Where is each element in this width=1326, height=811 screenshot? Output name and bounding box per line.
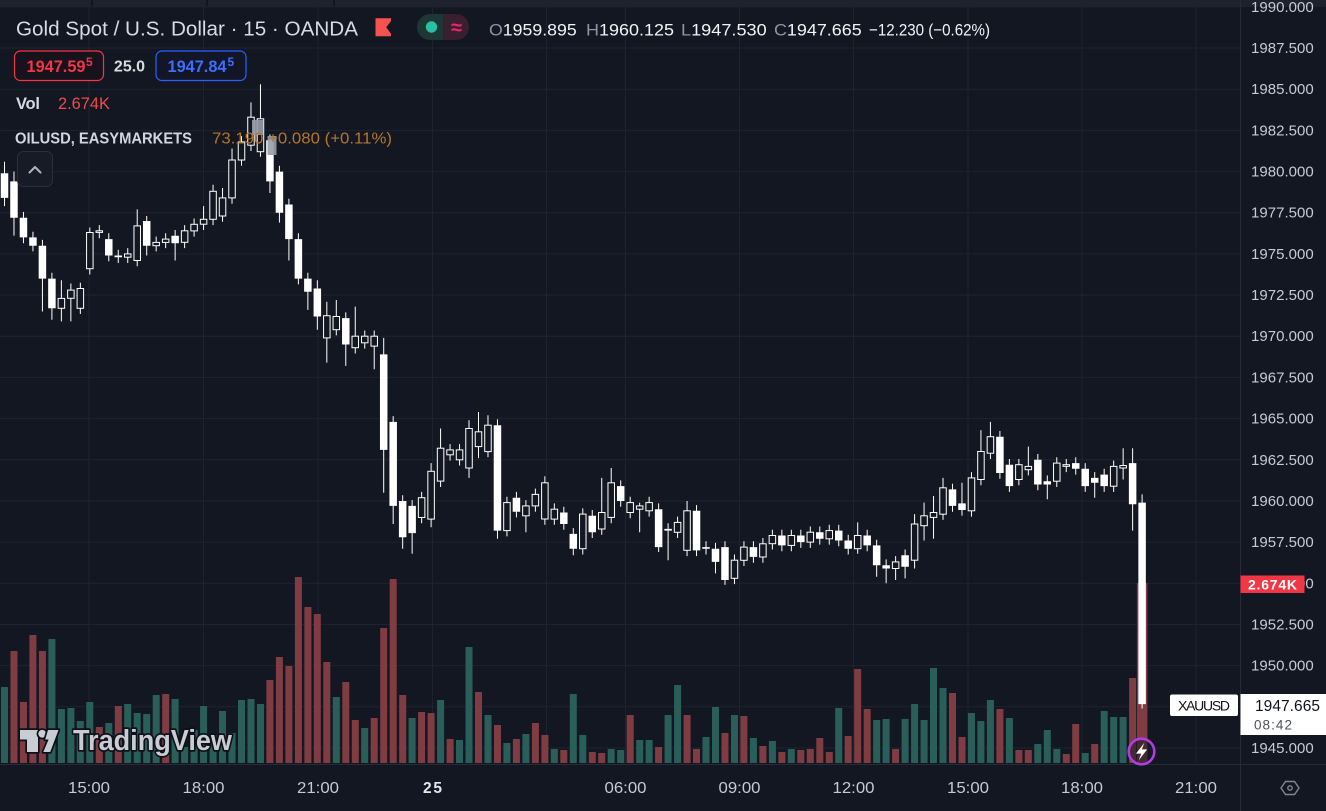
svg-text:1987.500: 1987.500 — [1251, 40, 1314, 57]
svg-text:18:00: 18:00 — [1061, 780, 1103, 797]
svg-text:73.190 +0.080 (+0.11%): 73.190 +0.080 (+0.11%) — [212, 131, 392, 148]
svg-text:L1947.530: L1947.530 — [681, 21, 767, 40]
svg-text:Vol: Vol — [16, 95, 40, 113]
svg-text:1947.665: 1947.665 — [1255, 698, 1320, 715]
svg-text:12:00: 12:00 — [833, 780, 875, 797]
svg-text:09:00: 09:00 — [719, 780, 761, 797]
svg-text:21:00: 21:00 — [297, 780, 339, 797]
svg-text:2.674K: 2.674K — [58, 94, 111, 113]
svg-text:1957.500: 1957.500 — [1251, 534, 1314, 551]
svg-text:1980.000: 1980.000 — [1251, 164, 1314, 181]
svg-text:OILUSD, EASYMARKETS: OILUSD, EASYMARKETS — [15, 131, 192, 148]
svg-text:1947.59: 1947.59 — [27, 57, 86, 76]
svg-text:25.0: 25.0 — [114, 59, 145, 76]
svg-text:25: 25 — [423, 780, 442, 797]
svg-text:2.674K: 2.674K — [1248, 577, 1297, 593]
svg-text:5: 5 — [228, 55, 235, 69]
svg-text:1960.000: 1960.000 — [1251, 493, 1314, 510]
svg-text:Gold Spot / U.S. Dollar · 15 ·: Gold Spot / U.S. Dollar · 15 · OANDA — [16, 19, 359, 41]
svg-text:1947.84: 1947.84 — [168, 57, 228, 76]
svg-text:1967.500: 1967.500 — [1251, 369, 1314, 386]
svg-text:21:00: 21:00 — [1175, 780, 1217, 797]
svg-text:1970.000: 1970.000 — [1251, 328, 1314, 345]
svg-text:15:00: 15:00 — [68, 780, 110, 797]
svg-text:15:00: 15:00 — [947, 780, 989, 797]
svg-text:XAUUSD: XAUUSD — [1178, 698, 1230, 714]
svg-text:18:00: 18:00 — [183, 780, 225, 797]
svg-text:H1960.125: H1960.125 — [586, 21, 674, 40]
svg-text:06:00: 06:00 — [605, 780, 647, 797]
svg-text:1982.500: 1982.500 — [1251, 122, 1314, 139]
svg-text:≈: ≈ — [451, 17, 462, 39]
svg-text:O1959.895: O1959.895 — [489, 21, 577, 40]
svg-text:1972.500: 1972.500 — [1251, 287, 1314, 304]
svg-text:−12.230 (−0.62%): −12.230 (−0.62%) — [869, 21, 990, 40]
svg-text:1977.500: 1977.500 — [1251, 205, 1314, 222]
svg-text:1965.000: 1965.000 — [1251, 411, 1314, 428]
svg-text:1952.500: 1952.500 — [1251, 617, 1314, 634]
svg-text:1962.500: 1962.500 — [1251, 452, 1314, 469]
svg-text:5: 5 — [86, 55, 93, 69]
svg-text:C1947.665: C1947.665 — [774, 21, 862, 40]
svg-text:1975.000: 1975.000 — [1251, 246, 1314, 263]
svg-text:1985.000: 1985.000 — [1251, 81, 1314, 98]
svg-text:08:42: 08:42 — [1254, 718, 1292, 733]
svg-text:TradingView: TradingView — [73, 725, 233, 757]
svg-text:1990.000: 1990.000 — [1251, 0, 1314, 16]
svg-text:1945.000: 1945.000 — [1251, 740, 1314, 757]
svg-text:1950.000: 1950.000 — [1251, 658, 1314, 675]
